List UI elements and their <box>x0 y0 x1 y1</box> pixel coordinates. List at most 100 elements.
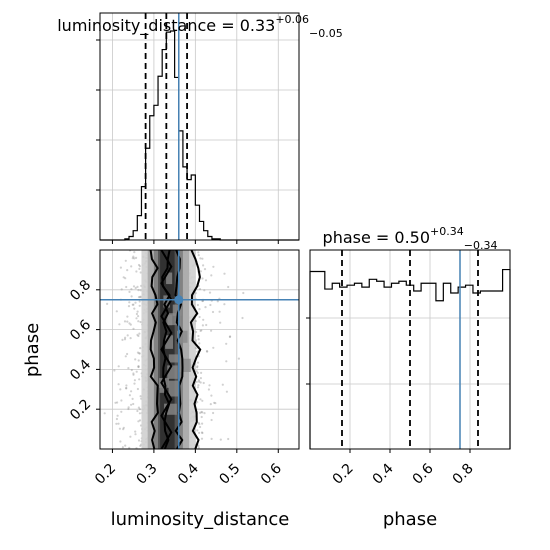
joint-sample-point <box>241 316 244 320</box>
joint-sample-point <box>197 379 200 382</box>
joint-sample-point <box>213 401 216 404</box>
luminosity-distance-title-prefix: luminosity_distance = <box>57 16 239 36</box>
joint-density-patch <box>166 314 173 326</box>
joint-sample-point <box>120 399 123 402</box>
joint-sample-point <box>119 266 122 269</box>
joint-sample-point <box>137 359 140 362</box>
joint-sample-point <box>132 303 135 306</box>
joint-density-patch <box>166 272 173 285</box>
phase-title: phase = 0.50+0.34−0.34 <box>323 225 498 252</box>
phase-hist-frame <box>309 249 511 450</box>
joint-sample-point <box>131 397 134 400</box>
joint-sample-point <box>135 317 138 320</box>
joint-sample-point <box>138 265 142 268</box>
joint-y-tick-label: 0.8 <box>67 277 94 304</box>
joint-sample-point <box>196 365 199 368</box>
joint-sample-point <box>197 444 200 447</box>
joint-sample-point <box>138 332 141 335</box>
joint-sample-point <box>227 437 230 441</box>
joint-sample-point <box>89 253 91 255</box>
phase-title-prefix: phase = <box>323 228 395 247</box>
joint-sample-point <box>203 412 206 415</box>
joint-sample-point <box>197 384 200 387</box>
joint-sample-point <box>198 308 201 311</box>
joint-density-patch <box>167 313 181 326</box>
joint-sample-point <box>207 388 210 391</box>
joint-sample-point <box>128 301 131 304</box>
joint-sample-point <box>205 350 209 353</box>
joint-density-patch <box>159 383 167 393</box>
luminosity-distance-title-plus: +0.06 <box>275 13 309 26</box>
joint-sample-point <box>199 411 202 414</box>
joint-sample-point <box>208 291 212 294</box>
joint-sample-point <box>197 334 200 338</box>
joint-sample-point <box>130 265 133 268</box>
joint-sample-point <box>128 290 131 293</box>
joint-sample-point <box>139 395 142 398</box>
joint-sample-point <box>137 320 140 323</box>
joint-sample-point <box>138 378 141 381</box>
joint-sample-point <box>122 426 125 429</box>
joint-sample-point <box>120 410 123 413</box>
joint-sample-point <box>197 446 200 449</box>
joint-sample-point <box>133 307 136 310</box>
joint-sample-point <box>126 320 129 323</box>
joint-sample-point <box>214 402 217 405</box>
phase-x-tick-label: 0.6 <box>410 461 437 488</box>
joint-sample-point <box>121 446 124 449</box>
joint-sample-point <box>138 408 141 411</box>
joint-sample-point <box>133 382 136 385</box>
joint-sample-point <box>200 371 203 374</box>
joint-sample-point <box>127 406 130 409</box>
joint-sample-point <box>103 412 106 415</box>
joint-sample-point <box>197 421 200 425</box>
joint-sample-point <box>198 342 201 345</box>
joint-sample-point <box>212 411 215 415</box>
joint-sample-point <box>195 370 198 373</box>
joint-sample-point <box>210 418 213 422</box>
joint-sample-point <box>135 270 138 273</box>
joint-sample-point <box>206 350 209 353</box>
joint-y-tick-label: 0.6 <box>67 317 94 344</box>
joint-sample-point <box>201 277 204 280</box>
joint-contour-line <box>160 250 173 449</box>
joint-sample-point <box>200 437 204 440</box>
joint-sample-point <box>198 380 201 383</box>
joint-sample-point <box>138 304 141 307</box>
joint-sample-point <box>129 435 132 438</box>
joint-sample-point <box>195 330 198 334</box>
joint-sample-point <box>228 335 231 338</box>
joint-sample-point <box>126 334 129 337</box>
joint-sample-point <box>130 295 133 298</box>
joint-density-patch <box>178 358 191 372</box>
joint-sample-point <box>199 270 202 273</box>
joint-sample-point <box>130 390 133 393</box>
joint-sample-point <box>201 411 204 414</box>
joint-x-tick-label: 0.3 <box>134 461 161 488</box>
joint-sample-point <box>139 295 142 298</box>
joint-sample-point <box>132 402 135 406</box>
joint-sample-point <box>115 310 118 313</box>
joint-sample-point <box>113 369 116 372</box>
joint-sample-point <box>138 412 141 415</box>
joint-sample-point <box>137 365 140 368</box>
joint-sample-point <box>116 401 119 404</box>
joint-sample-point <box>138 267 141 270</box>
joint-sample-point <box>225 342 228 345</box>
joint-sample-point <box>211 310 215 314</box>
joint-sample-point <box>119 440 122 443</box>
joint-sample-point <box>201 399 204 402</box>
joint-x-tick-label: 0.5 <box>216 461 243 488</box>
joint-sample-point <box>223 272 226 275</box>
joint-sample-point <box>131 257 134 260</box>
joint-x-tick-label: 0.2 <box>92 461 119 488</box>
joint-sample-point <box>195 347 198 350</box>
joint-sample-point <box>195 380 198 383</box>
joint-sample-point <box>124 259 127 262</box>
joint-sample-point <box>212 265 215 268</box>
joint-sample-point <box>127 367 130 370</box>
joint-sample-point <box>227 285 230 289</box>
joint-sample-point <box>219 438 222 441</box>
joint-sample-point <box>202 318 205 321</box>
joint-sample-point <box>134 430 137 433</box>
